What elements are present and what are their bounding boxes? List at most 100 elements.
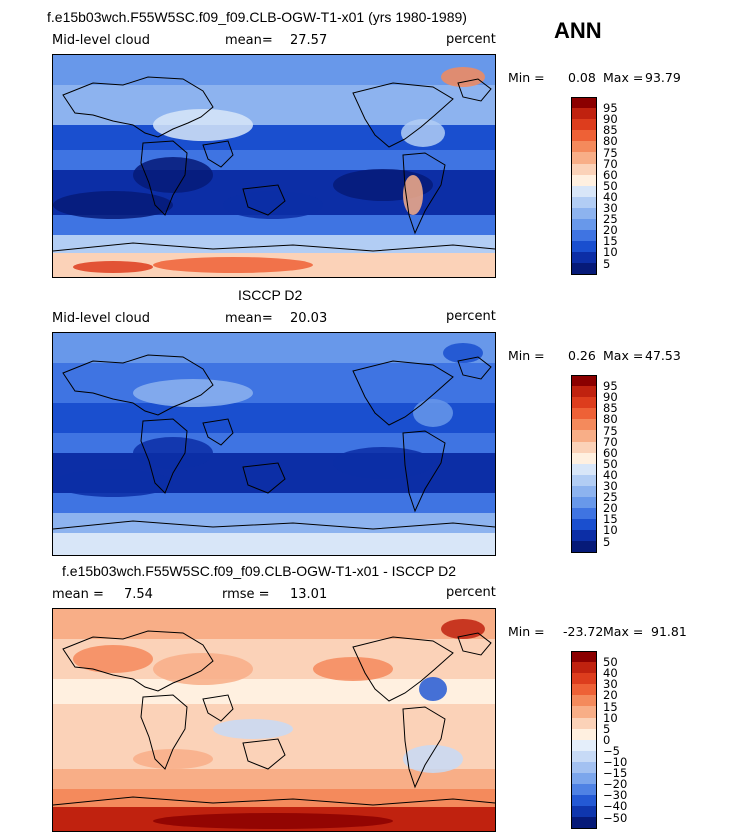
colorbar-tick-label: 20 [603, 223, 618, 238]
colorbar-swatch [571, 141, 597, 153]
map-coastline [352, 82, 454, 148]
colorbar-swatch [571, 207, 597, 220]
panel3-max-label: Max = [603, 624, 644, 639]
colorbar-tick-label: 10 [603, 710, 618, 725]
panel1-max-value: 93.79 [645, 70, 681, 85]
colorbar-swatch [571, 419, 597, 431]
panel1-min-label: Min = [508, 70, 545, 85]
panel2-max-value: 47.53 [645, 348, 681, 363]
colorbar-tick-label: 50 [603, 178, 618, 193]
colorbar-tick-label: 95 [603, 379, 618, 394]
map-coastline [457, 356, 492, 380]
colorbar-swatch [571, 706, 597, 718]
colorbar-swatch [571, 684, 597, 696]
map-coastline [53, 520, 495, 530]
panel2-max-label: Max = [603, 348, 644, 363]
panel1-max-label: Max = [603, 70, 644, 85]
colorbar-swatch [571, 541, 597, 553]
panel3-rmse-label: rmse = [222, 587, 270, 602]
colorbar-swatch [571, 230, 597, 242]
panel1-min-value: 0.08 [568, 70, 596, 85]
colorbar-tick-label: 15 [603, 234, 618, 249]
map-field-blob [333, 447, 433, 479]
colorbar-tick-label: 40 [603, 189, 618, 204]
map-zonal-band [53, 333, 495, 363]
panel3-colorbar [571, 651, 597, 829]
colorbar-tick-label: −15 [603, 766, 628, 781]
map-zonal-band [53, 704, 495, 724]
colorbar-swatch [571, 241, 597, 253]
panel3-map [52, 608, 496, 832]
panel2-colorbar [571, 375, 597, 553]
map-zonal-band [53, 533, 495, 555]
map-field-blob [153, 813, 393, 829]
colorbar-swatch [571, 119, 597, 131]
colorbar-swatch [571, 728, 597, 740]
map-coastline [402, 430, 446, 513]
colorbar-tick-label: 90 [603, 112, 618, 127]
map-coastline [53, 796, 495, 806]
panel3-map-svg [53, 609, 495, 831]
colorbar-swatch [571, 784, 597, 796]
colorbar-swatch [571, 530, 597, 542]
panel1-map-svg [53, 55, 495, 277]
map-coastline [140, 694, 188, 770]
colorbar-swatch [571, 130, 597, 142]
map-coastline [352, 636, 454, 702]
panel2-units: percent [446, 309, 496, 324]
colorbar-tick-label: 30 [603, 677, 618, 692]
colorbar-tick-label: −30 [603, 788, 628, 803]
colorbar-tick-label: 80 [603, 412, 618, 427]
colorbar-tick-label: 40 [603, 467, 618, 482]
panel1-colorbar [571, 97, 597, 275]
colorbar-tick-label: 95 [603, 101, 618, 116]
colorbar-tick-label: 85 [603, 401, 618, 416]
colorbar-tick-label: 70 [603, 434, 618, 449]
colorbar-swatch [571, 806, 597, 818]
map-coastline [402, 706, 446, 789]
colorbar-tick-label: 30 [603, 201, 618, 215]
map-field-blob [313, 657, 393, 681]
map-field-blob [133, 157, 213, 193]
colorbar-tick-label: −50 [603, 810, 628, 825]
colorbar-tick-label: 20 [603, 688, 618, 703]
map-coastline [62, 76, 214, 138]
map-field-blob [213, 719, 293, 739]
panel2-map-svg [53, 333, 495, 555]
colorbar-tick-label: 25 [603, 212, 618, 227]
map-zonal-band [53, 433, 495, 453]
panel3-max-value: 91.81 [651, 624, 687, 639]
colorbar-tick-label: 70 [603, 156, 618, 171]
colorbar-swatch [571, 817, 597, 829]
colorbar-swatch [571, 717, 597, 729]
colorbar-swatch [571, 695, 597, 707]
colorbar-tick-label: −40 [603, 799, 628, 814]
panel2-mean-value: 20.03 [290, 311, 328, 326]
colorbar-tick-label: 75 [603, 423, 618, 438]
panel1-title: f.e15b03wch.F55W5SC.f09_f09.CLB-OGW-T1-x… [47, 9, 467, 25]
colorbar-swatch [571, 263, 597, 275]
colorbar-swatch [571, 519, 597, 531]
map-field-blob [133, 437, 213, 469]
map-field-blob [413, 399, 453, 427]
colorbar-swatch [571, 773, 597, 785]
colorbar-swatch [571, 750, 597, 762]
colorbar-tick-label: 10 [603, 245, 618, 260]
map-field-blob [441, 67, 485, 87]
map-field-blob [53, 191, 173, 219]
colorbar-tick-label: −10 [603, 755, 628, 769]
colorbar-tick-label: 5 [603, 721, 611, 736]
panel3-mean-label: mean = [52, 587, 104, 602]
colorbar-tick-label: 60 [603, 167, 618, 182]
map-coastline [202, 694, 234, 722]
map-field-blob [403, 745, 463, 773]
colorbar-swatch [571, 739, 597, 751]
colorbar-swatch [571, 474, 597, 486]
colorbar-swatch [571, 673, 597, 685]
map-coastline [140, 418, 188, 494]
map-coastline [62, 354, 214, 416]
map-coastline [62, 630, 214, 692]
panel1-variable: Mid-level cloud [52, 33, 151, 48]
colorbar-tick-label: 10 [603, 523, 618, 538]
map-zonal-band [53, 769, 495, 789]
